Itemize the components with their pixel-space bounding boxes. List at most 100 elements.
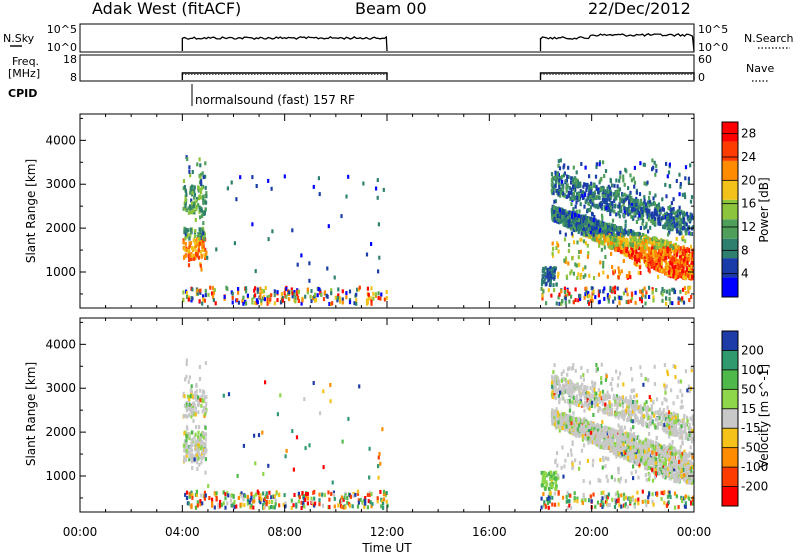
velocity-cell (614, 492, 617, 497)
nave-dot (206, 74, 208, 75)
power-cell (266, 301, 269, 306)
power-cell (579, 195, 582, 200)
velocity-cell (610, 436, 613, 441)
power-cell (646, 208, 649, 213)
power-cell (597, 272, 601, 277)
power-cell (667, 170, 671, 175)
colorbar-tick-label: 8 (741, 243, 749, 257)
power-cell (628, 271, 631, 275)
velocity-cell (658, 467, 661, 472)
power-cell (617, 266, 620, 271)
power-cell (575, 222, 578, 227)
power-cell (563, 212, 566, 216)
power-cell (619, 198, 622, 203)
power-cell (559, 187, 563, 192)
power-cell (625, 196, 628, 201)
power-cell (688, 258, 691, 262)
velocity-cell (649, 422, 652, 427)
power-cell (550, 188, 553, 193)
nave-dot (621, 74, 623, 75)
power-cell (561, 179, 564, 184)
power-cell (385, 296, 388, 300)
power-cell (615, 191, 618, 196)
power-cell (607, 227, 610, 232)
power-cell (570, 202, 573, 207)
power-cell (579, 202, 582, 207)
power-cell (595, 237, 598, 241)
power-cell (587, 291, 590, 296)
velocity-cell (642, 455, 645, 460)
power-cell (377, 291, 380, 296)
power-cell (557, 159, 560, 164)
power-cell (682, 275, 685, 280)
velocity-cell (271, 500, 274, 504)
velocity-cell (201, 409, 204, 414)
velocity-cell (668, 490, 671, 495)
power-cell (567, 165, 570, 170)
power-cell (256, 289, 259, 294)
power-cell (631, 250, 635, 255)
nave-dot (287, 74, 289, 75)
velocity-cell (265, 491, 268, 496)
power-cell (312, 184, 315, 189)
velocity-cell (253, 494, 256, 499)
velocity-cell (620, 493, 623, 498)
velocity-cell (185, 496, 189, 500)
nave-dot (191, 74, 193, 75)
power-cell (198, 239, 201, 244)
y-tick-label: 1000 (45, 265, 76, 279)
power-cell (226, 186, 229, 191)
power-cell (645, 253, 648, 258)
power-cell (565, 274, 568, 279)
power-cell (185, 253, 188, 258)
velocity-cell (600, 376, 603, 381)
power-cell (643, 195, 646, 200)
velocity-cell (573, 491, 576, 496)
power-cell (684, 239, 687, 244)
power-cell (665, 211, 669, 216)
velocity-cell (182, 413, 186, 418)
power-cell (576, 276, 579, 280)
power-cell (209, 285, 212, 290)
power-cell (567, 175, 570, 179)
power-cell (677, 209, 680, 214)
power-cell (614, 238, 617, 243)
power-cell (251, 175, 254, 180)
power-cell (681, 298, 684, 303)
velocity-cell (602, 490, 605, 495)
velocity-cell (268, 500, 271, 505)
power-cell (594, 295, 597, 300)
power-cell (582, 184, 585, 189)
power-cell (630, 214, 633, 219)
power-cell (595, 187, 598, 191)
power-cell (570, 226, 573, 231)
velocity-cell (201, 393, 204, 398)
power-cell (378, 255, 381, 260)
power-cell (677, 272, 680, 277)
power-cell (195, 252, 198, 256)
velocity-cell (582, 492, 585, 497)
power-cell (365, 298, 369, 303)
velocity-cell (250, 495, 253, 500)
velocity-cell (199, 502, 202, 507)
power-cell (559, 158, 562, 163)
power-cell (631, 215, 635, 220)
power-cell (188, 204, 192, 209)
power-cell (285, 286, 288, 291)
power-cell (643, 241, 646, 246)
power-cell (657, 239, 660, 244)
velocity-cell (673, 491, 677, 496)
power-cell (188, 241, 191, 246)
power-cell (600, 233, 603, 238)
power-cell (574, 298, 577, 303)
power-cell (580, 224, 583, 229)
power-cell (553, 199, 556, 204)
nave-tick-top: 60 (698, 53, 712, 66)
power-cell (557, 191, 560, 196)
velocity-cell (224, 496, 227, 501)
power-cell (375, 186, 378, 191)
velocity-cell (332, 490, 335, 495)
velocity-cell (211, 503, 214, 508)
velocity-cell (680, 399, 683, 404)
power-cell (196, 253, 199, 258)
